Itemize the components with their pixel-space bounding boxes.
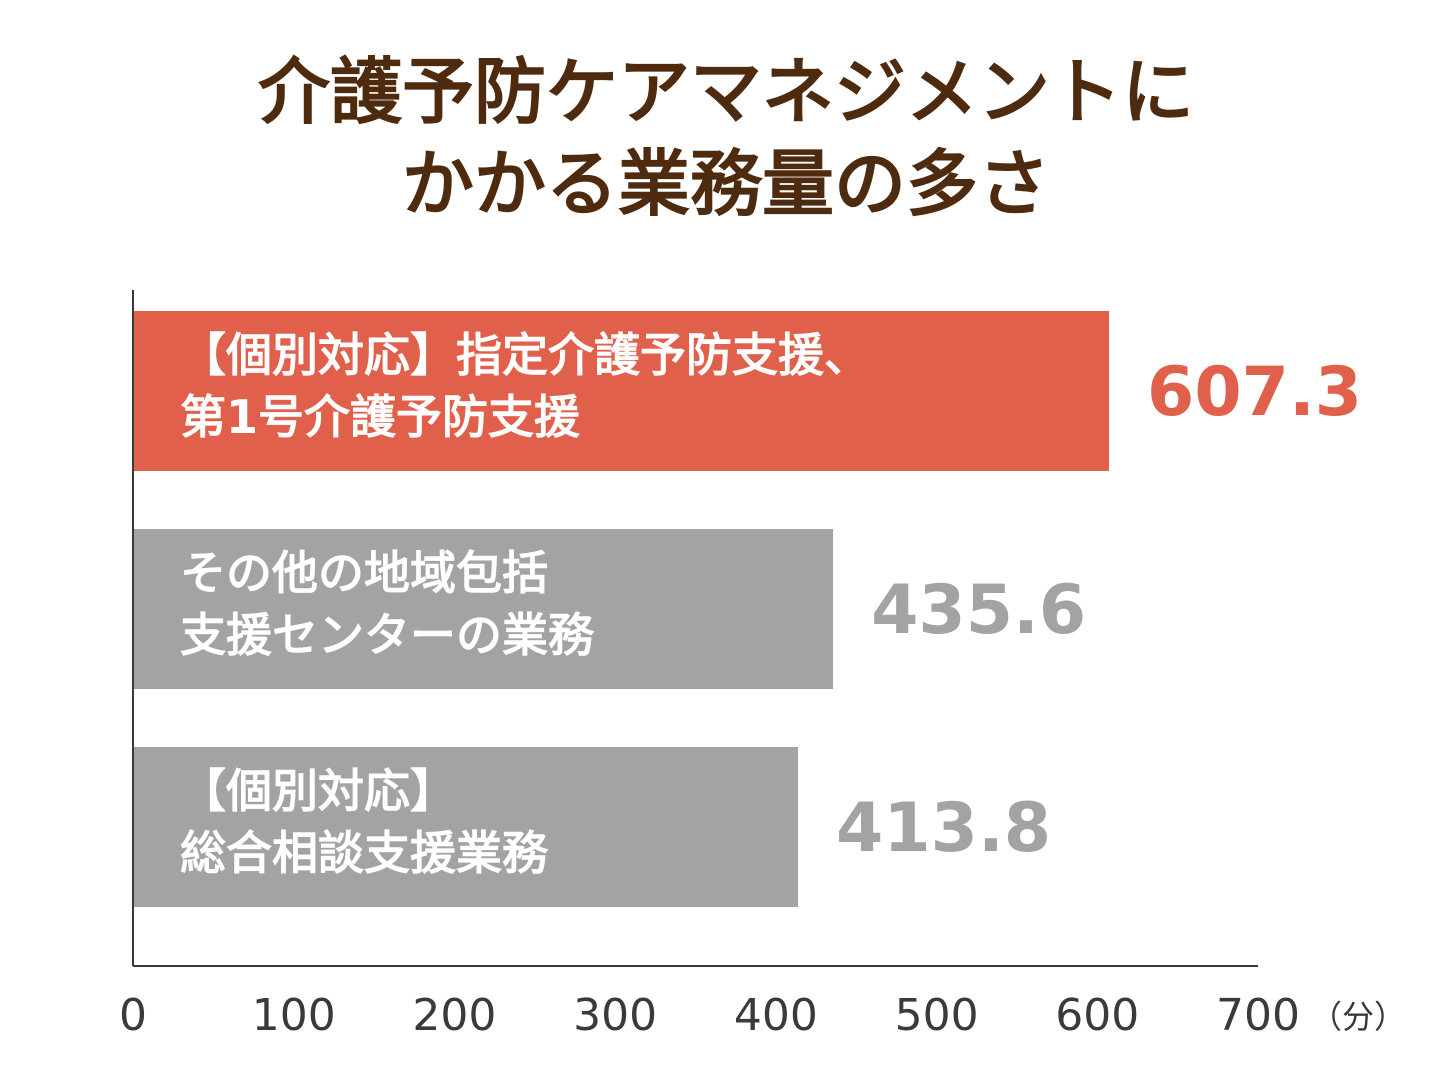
bar-1-label-line-2: 第1号介護予防支援 <box>180 390 581 444</box>
x-tick-label-400: 400 <box>734 990 818 1041</box>
bar-3-label-line-2: 総合相談支援業務 <box>180 826 549 880</box>
x-tick-label-700: 700 <box>1216 990 1300 1041</box>
axis-layer: 0 100 200 300 400 500 600 700 （分） <box>119 290 1406 1041</box>
bar-1 <box>133 311 1110 471</box>
chart-title-line-1: 介護予防ケアマネジメントに <box>257 50 1194 134</box>
bars-layer: 【個別対応】指定介護予防支援、第1号介護予防支援 607.3 その他の地域包括支援セ… <box>133 311 1362 907</box>
bar-2-value-label: 435.6 <box>871 571 1086 650</box>
bar-3-label-line-1: 【個別対応】 <box>180 764 456 818</box>
bar-2-label-line-1: その他の地域包括 <box>180 546 548 600</box>
chart-title-line-2: かかる業務量の多さ <box>401 142 1050 226</box>
bar-3-value-label: 413.8 <box>836 789 1051 868</box>
x-axis-unit-label: （分） <box>1310 998 1406 1036</box>
chart-title: 介護予防ケアマネジメントに かかる業務量の多さ <box>0 46 1452 230</box>
x-tick-label-600: 600 <box>1055 990 1139 1041</box>
bar-3 <box>133 747 799 907</box>
bar-2-label-line-2: 支援センターの業務 <box>180 608 595 662</box>
bar-1-value-label: 607.3 <box>1147 353 1362 432</box>
bar-2 <box>133 529 834 689</box>
x-tick-label-500: 500 <box>895 990 979 1041</box>
x-tick-label-100: 100 <box>252 990 336 1041</box>
x-tick-label-200: 200 <box>412 990 496 1041</box>
x-tick-label-300: 300 <box>573 990 657 1041</box>
x-tick-label-0: 0 <box>119 990 147 1041</box>
bar-1-label-line-1: 【個別対応】指定介護予防支援、 <box>180 328 870 382</box>
